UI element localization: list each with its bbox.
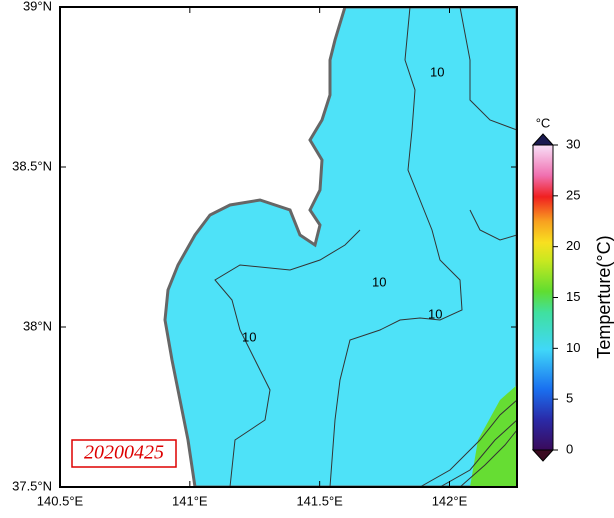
date-box xyxy=(71,439,177,468)
colorbar-tick-label: 30 xyxy=(566,136,580,151)
contour-label: 10 xyxy=(428,306,442,321)
x-tick-label: 142°E xyxy=(432,493,468,508)
y-tick-label: 39°N xyxy=(23,0,52,13)
colorbar-tick-label: 15 xyxy=(566,289,580,304)
colorbar-max-arrow xyxy=(531,133,555,146)
x-tick-label: 140.5°E xyxy=(37,493,84,508)
colorbar xyxy=(532,144,554,451)
date-label: 20200425 xyxy=(84,442,164,464)
contours xyxy=(214,7,517,487)
contour-label: 10 xyxy=(242,329,256,344)
y-tick-label: 38°N xyxy=(23,318,52,333)
y-tick-label: 38.5°N xyxy=(12,158,52,173)
colorbar-tick-label: 10 xyxy=(566,340,580,355)
colorbar-tick-label: 20 xyxy=(566,238,580,253)
y-tick-label: 37.5°N xyxy=(12,478,52,493)
contour-label: 10 xyxy=(372,274,386,289)
contour-label: 10 xyxy=(430,64,444,79)
x-tick-label: 141.5°E xyxy=(296,493,343,508)
colorbar-unit: °C xyxy=(536,115,551,130)
colorbar-tick-label: 0 xyxy=(566,441,573,456)
colorbar-min-arrow xyxy=(531,449,555,462)
x-tick-label: 141°E xyxy=(172,493,208,508)
map-frame xyxy=(59,6,518,488)
colorbar-tick-label: 5 xyxy=(566,391,573,406)
colorbar-tick-label: 25 xyxy=(566,187,580,202)
colorbar-label: Temperture(°C) xyxy=(594,235,614,358)
map-area xyxy=(60,7,517,487)
